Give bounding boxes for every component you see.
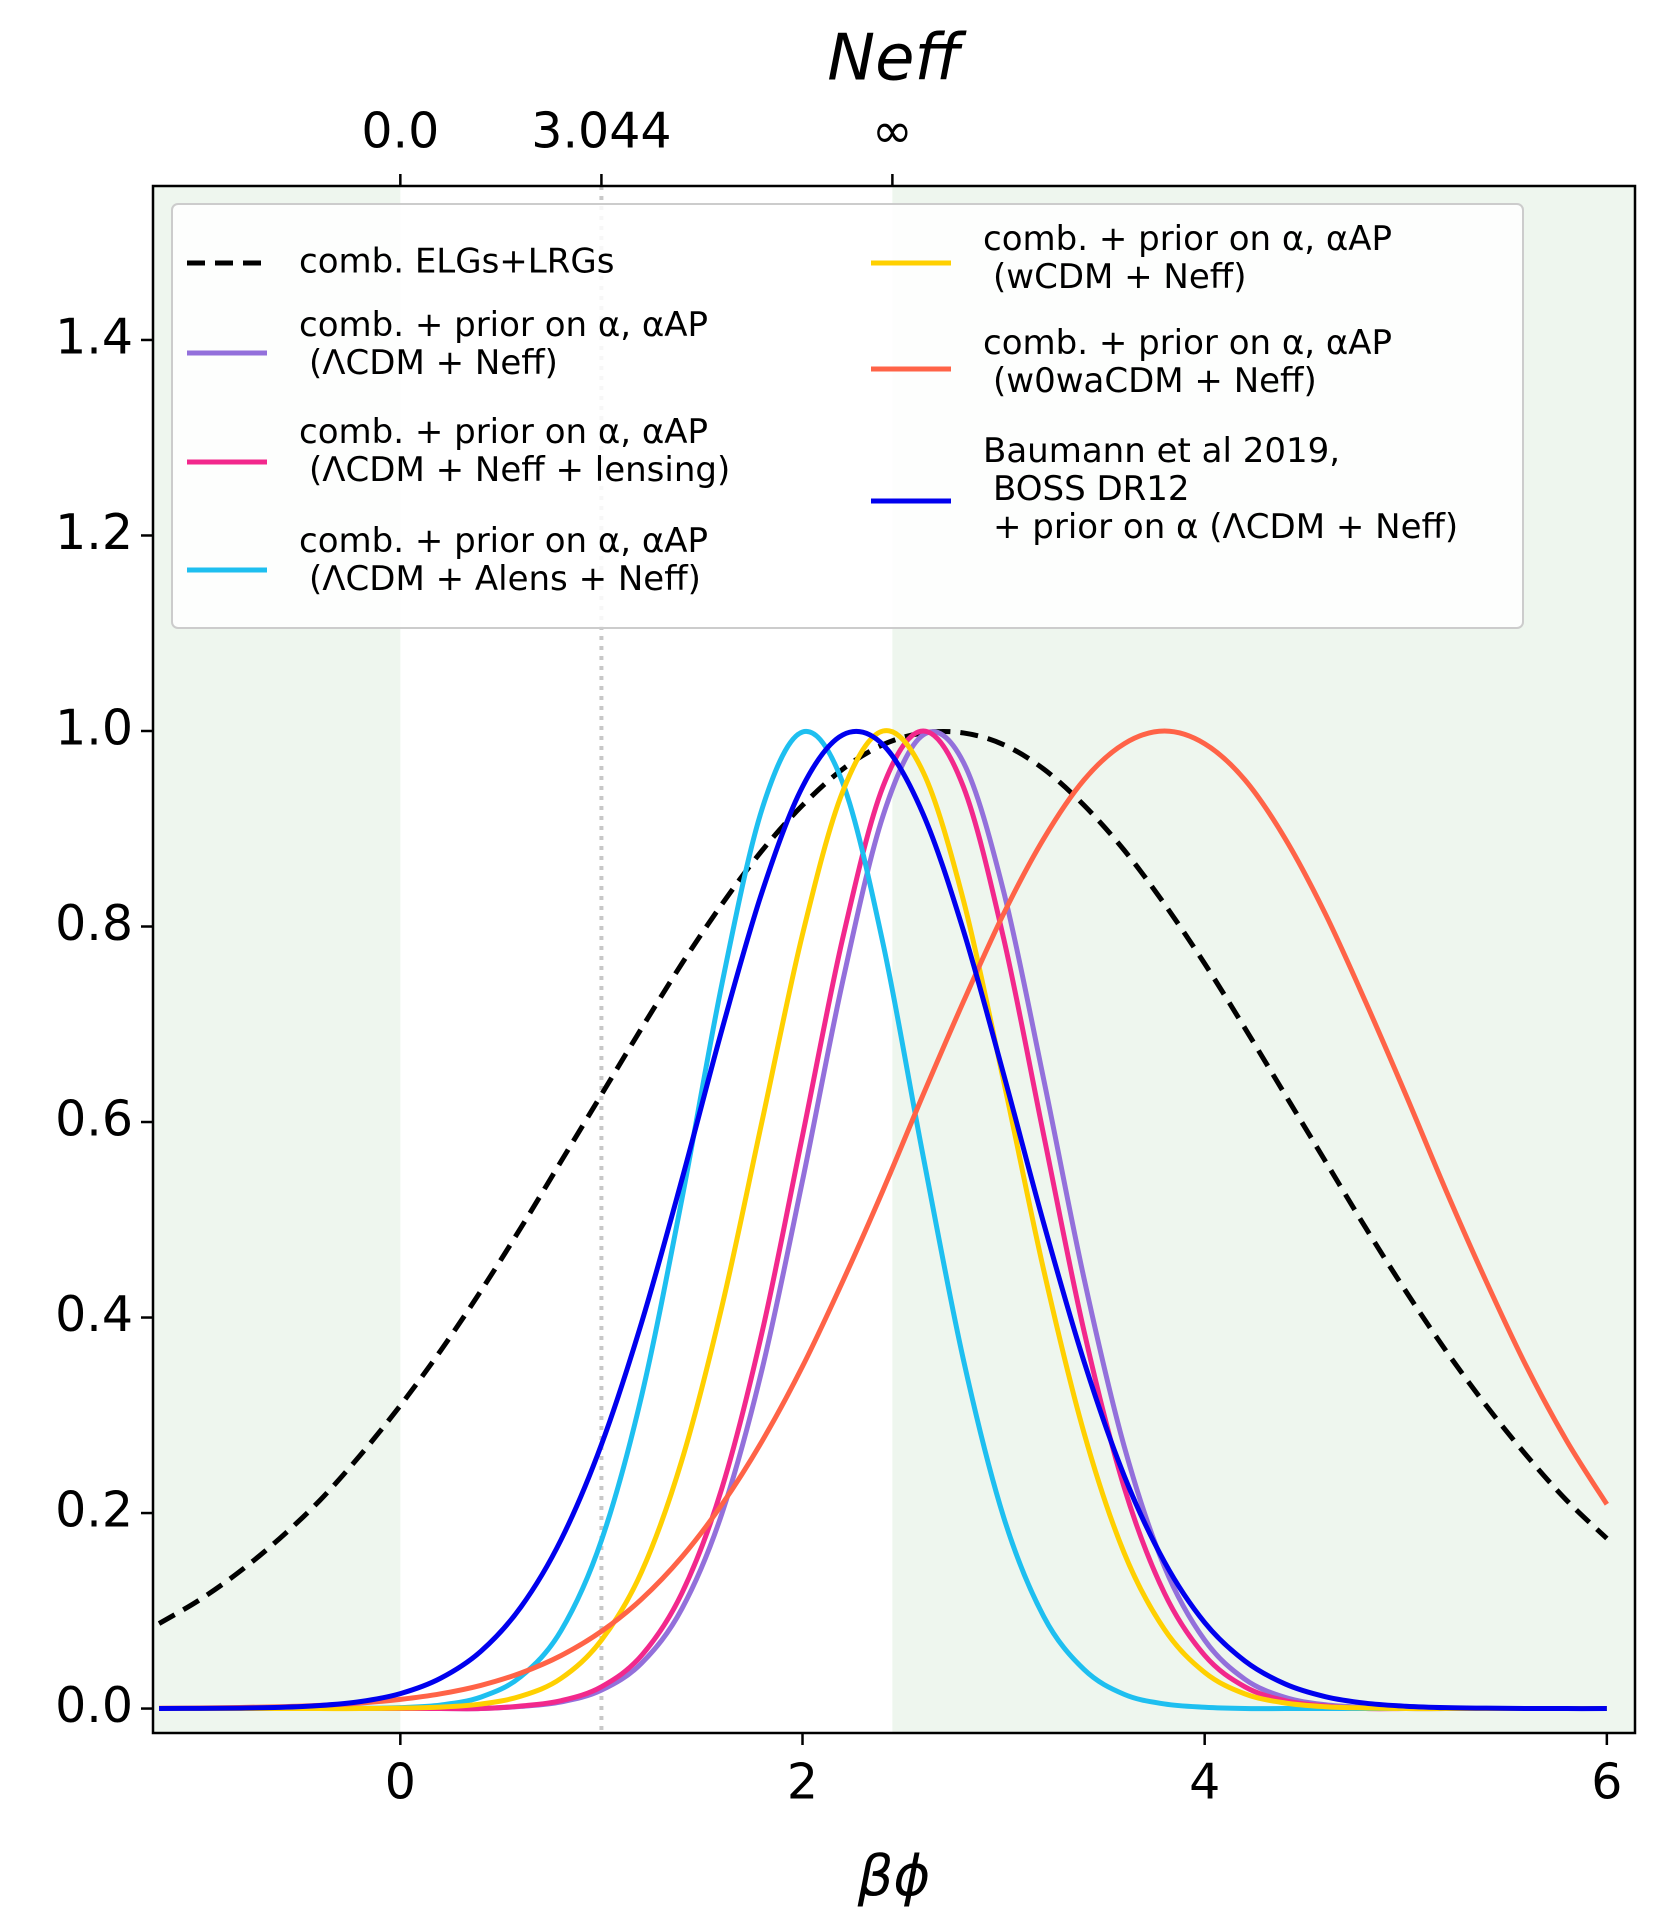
y-tick-label: 0.8 xyxy=(55,895,133,952)
x-axis-label: βϕ xyxy=(857,1844,931,1907)
top-tick-label: 3.044 xyxy=(531,103,671,160)
y-tick-label: 0.2 xyxy=(55,1482,133,1539)
legend-label: Baumann et al 2019, BOSS DR12 + prior on α… xyxy=(983,431,1458,547)
y-tick-label: 1.4 xyxy=(55,308,133,365)
y-tick-label: 0.6 xyxy=(55,1091,133,1148)
legend-label: comb. + prior on α, αAP (ΛCDM + Alens + N… xyxy=(299,521,708,599)
series-line xyxy=(159,728,1609,1711)
legend-label: comb. + prior on α, αAP (ΛCDM + Neff) xyxy=(299,305,708,383)
top-tick-label: 0.0 xyxy=(361,103,439,160)
series-line xyxy=(159,728,1607,1712)
legend-label: comb. + prior on α, αAP (w0waCDM + Neff) xyxy=(983,323,1392,401)
x-tick-label: 2 xyxy=(787,1754,818,1811)
legend-label: comb. ELGs+LRGs xyxy=(299,242,614,282)
y-tick-label: 0.4 xyxy=(55,1286,133,1343)
series-line xyxy=(159,728,1607,1712)
plot-frame xyxy=(151,184,1637,1735)
y-tick-label: 1.2 xyxy=(55,504,133,561)
legend-label: comb. + prior on α, αAP (wCDM + Neff) xyxy=(983,219,1392,297)
top-axis-label: Neff xyxy=(827,22,967,96)
y-tick-label: 1.0 xyxy=(55,699,133,756)
legend-box xyxy=(171,203,1524,629)
x-tick-label: 6 xyxy=(1591,1754,1622,1811)
x-tick-label: 4 xyxy=(1189,1754,1220,1811)
top-tick-label: ∞ xyxy=(872,103,913,160)
x-tick-label: 0 xyxy=(385,1754,416,1811)
legend-label: comb. + prior on α, αAP (ΛCDM + Neff + le… xyxy=(299,412,730,490)
y-tick-label: 0.0 xyxy=(55,1677,133,1734)
